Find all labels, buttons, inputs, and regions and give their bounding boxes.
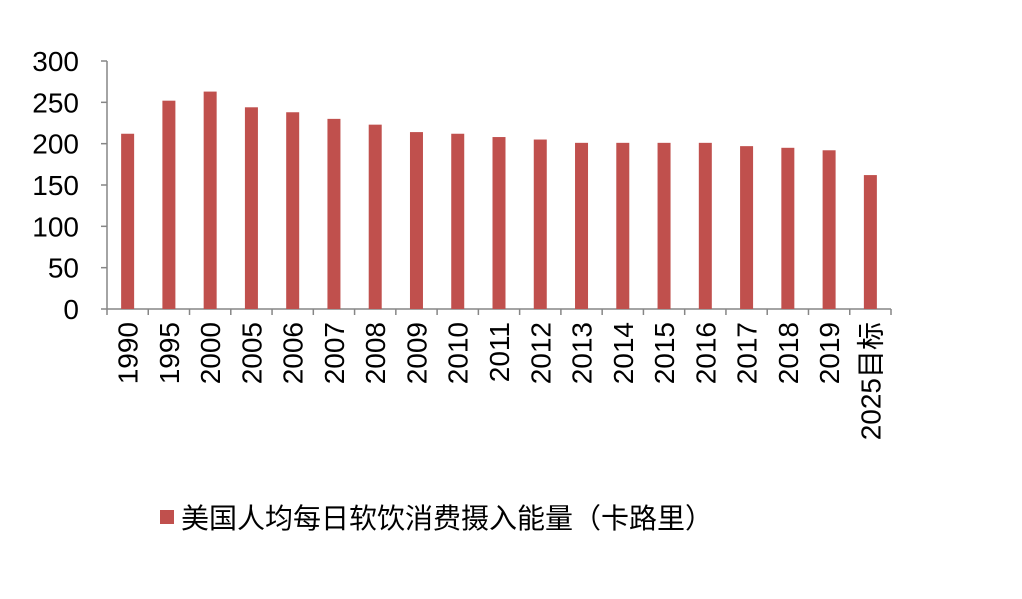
x-tick-label: 2019 xyxy=(814,322,845,384)
legend: 美国人均每日软饮消费摄入能量（卡路里） xyxy=(160,502,713,535)
x-tick-label: 2017 xyxy=(732,322,763,384)
y-tick-label: 100 xyxy=(32,211,79,242)
bar xyxy=(575,142,589,309)
x-tick-label: 2016 xyxy=(690,322,721,384)
x-tick-label: 2014 xyxy=(608,322,639,384)
x-tick-label: 1995 xyxy=(154,322,185,384)
bar xyxy=(616,142,630,309)
bar xyxy=(409,132,423,309)
bar xyxy=(657,142,671,309)
bar xyxy=(863,175,877,309)
bar xyxy=(781,147,795,309)
y-tick-label: 50 xyxy=(48,253,79,284)
x-tick-label: 2000 xyxy=(195,322,226,384)
y-tick-label: 0 xyxy=(63,294,79,325)
bar xyxy=(533,139,547,309)
x-tick-label: 2015 xyxy=(649,322,680,384)
bar xyxy=(368,124,382,309)
x-tick-label: 2006 xyxy=(278,322,309,384)
x-axis: 1990 1995 2000 2005 2006 2007 2008 2009 2010 2011… xyxy=(106,308,892,440)
x-tick-label: 2010 xyxy=(443,322,474,384)
y-axis: 0 50 100 150 200 250 300 xyxy=(32,46,108,325)
bar xyxy=(327,118,341,309)
bar xyxy=(162,100,176,310)
bar xyxy=(698,142,712,309)
y-tick-label: 200 xyxy=(32,129,79,160)
legend-swatch xyxy=(160,510,174,524)
x-tick-label: 2012 xyxy=(525,322,556,384)
bar xyxy=(203,91,217,309)
bar-series xyxy=(121,91,877,310)
y-tick-label: 300 xyxy=(32,46,79,77)
bar xyxy=(121,133,135,309)
bar xyxy=(244,107,258,309)
bar xyxy=(451,133,465,309)
x-tick-label: 2025目标 xyxy=(855,322,886,440)
bar xyxy=(740,146,754,309)
bar xyxy=(286,112,300,310)
x-tick-label: 2007 xyxy=(319,322,350,384)
x-tick-label: 2018 xyxy=(773,322,804,384)
x-tick-label: 1990 xyxy=(113,322,144,384)
x-tick-label: 2013 xyxy=(567,322,598,384)
x-tick-label: 2005 xyxy=(236,322,267,384)
y-tick-label: 250 xyxy=(32,87,79,118)
legend-label: 美国人均每日软饮消费摄入能量（卡路里） xyxy=(181,502,713,535)
x-tick-label: 2009 xyxy=(401,322,432,384)
y-tick-label: 150 xyxy=(32,170,79,201)
x-tick-label: 2008 xyxy=(360,322,391,384)
x-tick-label: 2011 xyxy=(484,322,515,382)
bar xyxy=(492,137,506,309)
bar xyxy=(822,150,836,309)
